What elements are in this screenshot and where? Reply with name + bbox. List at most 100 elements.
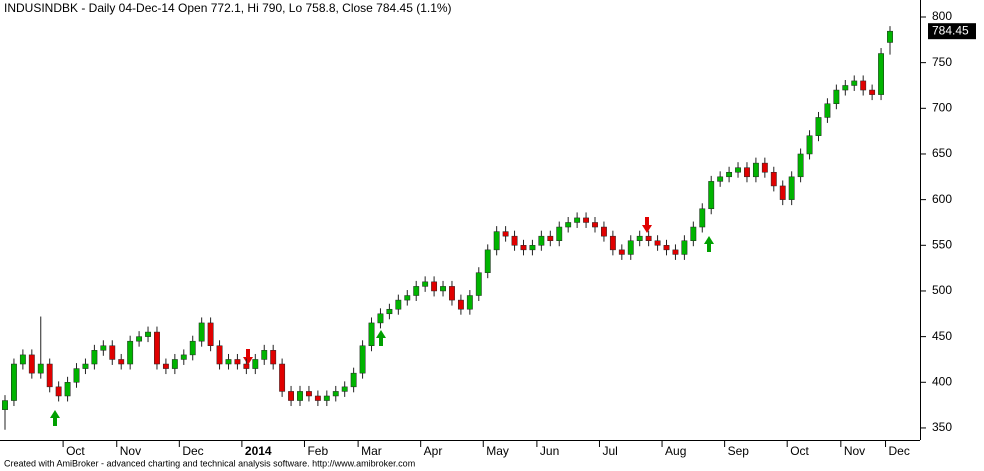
x-tick-label: Jul (602, 444, 617, 458)
candle-body (386, 308, 393, 315)
candle-body (19, 354, 26, 365)
candle-body (726, 171, 733, 178)
candle-body (797, 153, 804, 178)
x-tick-label: Dec (182, 444, 203, 458)
y-tick-label: 350 (932, 420, 952, 434)
candle-body (466, 295, 473, 310)
candle-body (377, 313, 384, 324)
candle-body (118, 359, 125, 365)
candle-body (770, 171, 777, 187)
candle-body (207, 322, 214, 347)
candle-body (422, 281, 429, 287)
candle-body (833, 89, 840, 104)
candle-body (538, 235, 545, 246)
y-tick-label: 800 (932, 9, 952, 23)
candle-body (752, 162, 759, 178)
candle-body (109, 345, 116, 360)
candle-body (270, 350, 277, 365)
candle-body (609, 235, 616, 251)
x-tick-label: Aug (665, 444, 686, 458)
candle-body (645, 235, 652, 241)
candle-body (46, 363, 53, 388)
y-tick-label: 650 (932, 146, 952, 160)
candle-body (216, 345, 223, 365)
last-price-box (928, 23, 976, 40)
candle-body (735, 167, 741, 173)
y-tick-label: 550 (932, 237, 952, 251)
candle-body (404, 295, 411, 301)
x-tick-label: Jun (540, 444, 559, 458)
candle-body (162, 363, 169, 369)
candle-body (457, 299, 464, 310)
candle-body (279, 363, 286, 392)
candle-body (171, 359, 178, 369)
x-tick-label: Mar (361, 444, 382, 458)
candle-body (690, 226, 697, 241)
candle-body (225, 359, 232, 365)
y-tick-label: 750 (932, 55, 952, 69)
candle-body (145, 331, 151, 337)
candle-body (91, 350, 98, 365)
candle-body (574, 217, 581, 223)
candle-body (11, 363, 17, 401)
candle-body (189, 340, 196, 356)
y-tick-label: 700 (932, 100, 952, 114)
candle-body (28, 354, 35, 374)
candle-body (449, 286, 455, 301)
candle-body (699, 208, 706, 228)
x-tick-label: Dec (889, 444, 910, 458)
candle-body (431, 281, 438, 292)
candle-body (842, 85, 849, 91)
candle-body (82, 363, 89, 369)
x-tick-label: May (486, 444, 509, 458)
candle-body (55, 386, 62, 397)
x-tick-label: Oct (790, 444, 809, 458)
buy-arrow (50, 236, 714, 426)
candle-body (100, 345, 107, 351)
candle-body (136, 336, 143, 342)
candle-body (288, 391, 294, 401)
candle-body (37, 363, 44, 374)
candle-body (887, 30, 893, 43)
candle-body (261, 350, 268, 360)
candle-body (484, 249, 491, 273)
candle-body (547, 235, 554, 241)
candle-body (198, 322, 205, 342)
candle-body (350, 372, 357, 388)
candle-body (180, 354, 187, 360)
candle-body (654, 240, 661, 246)
candle-body (323, 395, 330, 401)
candle-body (413, 286, 420, 296)
candle-body (618, 249, 625, 255)
candle-body (788, 176, 795, 200)
candle-body (234, 359, 241, 365)
candle-body (681, 240, 688, 255)
candle-body (627, 240, 634, 255)
candle-body (529, 245, 536, 251)
candle-body (565, 222, 572, 228)
y-tick-label: 500 (932, 283, 952, 297)
candle-body (860, 80, 867, 91)
candle-body (502, 231, 509, 237)
candle-body (368, 322, 375, 347)
x-tick-label: Apr (424, 444, 443, 458)
candle-body (601, 226, 607, 237)
candle-body (815, 117, 822, 136)
x-tick-label: 2014 (245, 444, 272, 458)
candle-body (708, 181, 715, 210)
x-tick-label: Feb (307, 444, 328, 458)
candle-body (636, 235, 643, 241)
candle-body (64, 382, 71, 397)
candle-body (314, 395, 321, 401)
candle-body (341, 386, 348, 392)
candle-body (297, 391, 303, 401)
candle-body (243, 363, 250, 369)
candle-body (878, 53, 884, 95)
candle-body (592, 222, 598, 228)
x-tick-label: Nov (844, 444, 865, 458)
candle-body (869, 89, 876, 95)
candle-body (73, 368, 80, 383)
candle-body (475, 272, 482, 296)
candle-body (717, 176, 724, 182)
